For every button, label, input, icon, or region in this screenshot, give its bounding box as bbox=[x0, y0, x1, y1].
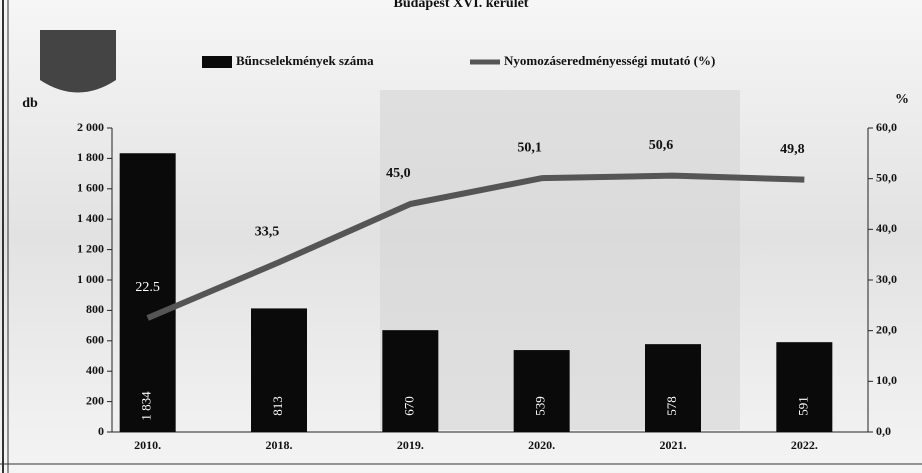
x-tick-label: 2022. bbox=[791, 438, 818, 452]
x-tick-label: 2021. bbox=[660, 438, 687, 452]
line-value-label: 33,5 bbox=[255, 224, 280, 239]
bar-value-label: 578 bbox=[664, 396, 679, 416]
y2-tick-label: 50,0 bbox=[876, 170, 897, 184]
bar-value-label: 591 bbox=[795, 396, 810, 416]
legend-swatch bbox=[202, 56, 232, 68]
bar-value-label: 1 834 bbox=[139, 391, 154, 421]
y-tick-label: 200 bbox=[86, 393, 104, 407]
y-tick-label: 1 200 bbox=[77, 241, 104, 255]
line-value-label: 50,1 bbox=[517, 140, 542, 155]
line-value-label: 22.5 bbox=[135, 280, 160, 295]
x-tick-label: 2019. bbox=[397, 438, 424, 452]
bar bbox=[514, 350, 570, 432]
y-axis-label: db bbox=[22, 96, 38, 111]
logo bbox=[40, 30, 116, 93]
x-tick-label: 2018. bbox=[266, 438, 293, 452]
chart: Budapest XVI. kerület db % 0 200 400 600 800… bbox=[0, 0, 922, 473]
legend-label: Bűncselekmények száma bbox=[236, 53, 374, 68]
y2-tick-label: 30,0 bbox=[876, 272, 897, 286]
line-value-label: 50,6 bbox=[649, 138, 674, 153]
y-tick-label: 0 bbox=[98, 424, 104, 438]
x-tick-label: 2020. bbox=[528, 438, 555, 452]
y-tick-label: 2 000 bbox=[77, 120, 104, 134]
y-tick-label: 1 800 bbox=[77, 150, 104, 164]
bar-value-label: 813 bbox=[270, 396, 285, 416]
y-tick-label: 1 000 bbox=[77, 272, 104, 286]
x-tick-label: 2010. bbox=[134, 438, 161, 452]
line-value-label: 45,0 bbox=[386, 166, 411, 181]
y-tick-label: 400 bbox=[86, 363, 104, 377]
y2-tick-label: 60,0 bbox=[876, 120, 897, 134]
y2-tick-label: 20,0 bbox=[876, 322, 897, 336]
bar-value-label: 670 bbox=[401, 396, 416, 416]
y2-tick-label: 10,0 bbox=[876, 373, 897, 387]
y-tick-label: 1 600 bbox=[77, 181, 104, 195]
y2-axis-label: % bbox=[895, 92, 909, 107]
bar bbox=[645, 344, 701, 432]
y2-tick-label: 40,0 bbox=[876, 221, 897, 235]
y-tick-label: 800 bbox=[86, 302, 104, 316]
y-tick-label: 1 400 bbox=[77, 211, 104, 225]
y-tick-label: 600 bbox=[86, 333, 104, 347]
line-value-label: 49,8 bbox=[780, 142, 805, 157]
legend-label: Nyomozáseredményességi mutató (%) bbox=[504, 53, 715, 68]
y2-tick-label: 0,0 bbox=[876, 424, 891, 438]
bar bbox=[776, 342, 832, 432]
bar-value-label: 539 bbox=[533, 396, 548, 416]
chart-title: Budapest XVI. kerület bbox=[394, 0, 529, 11]
